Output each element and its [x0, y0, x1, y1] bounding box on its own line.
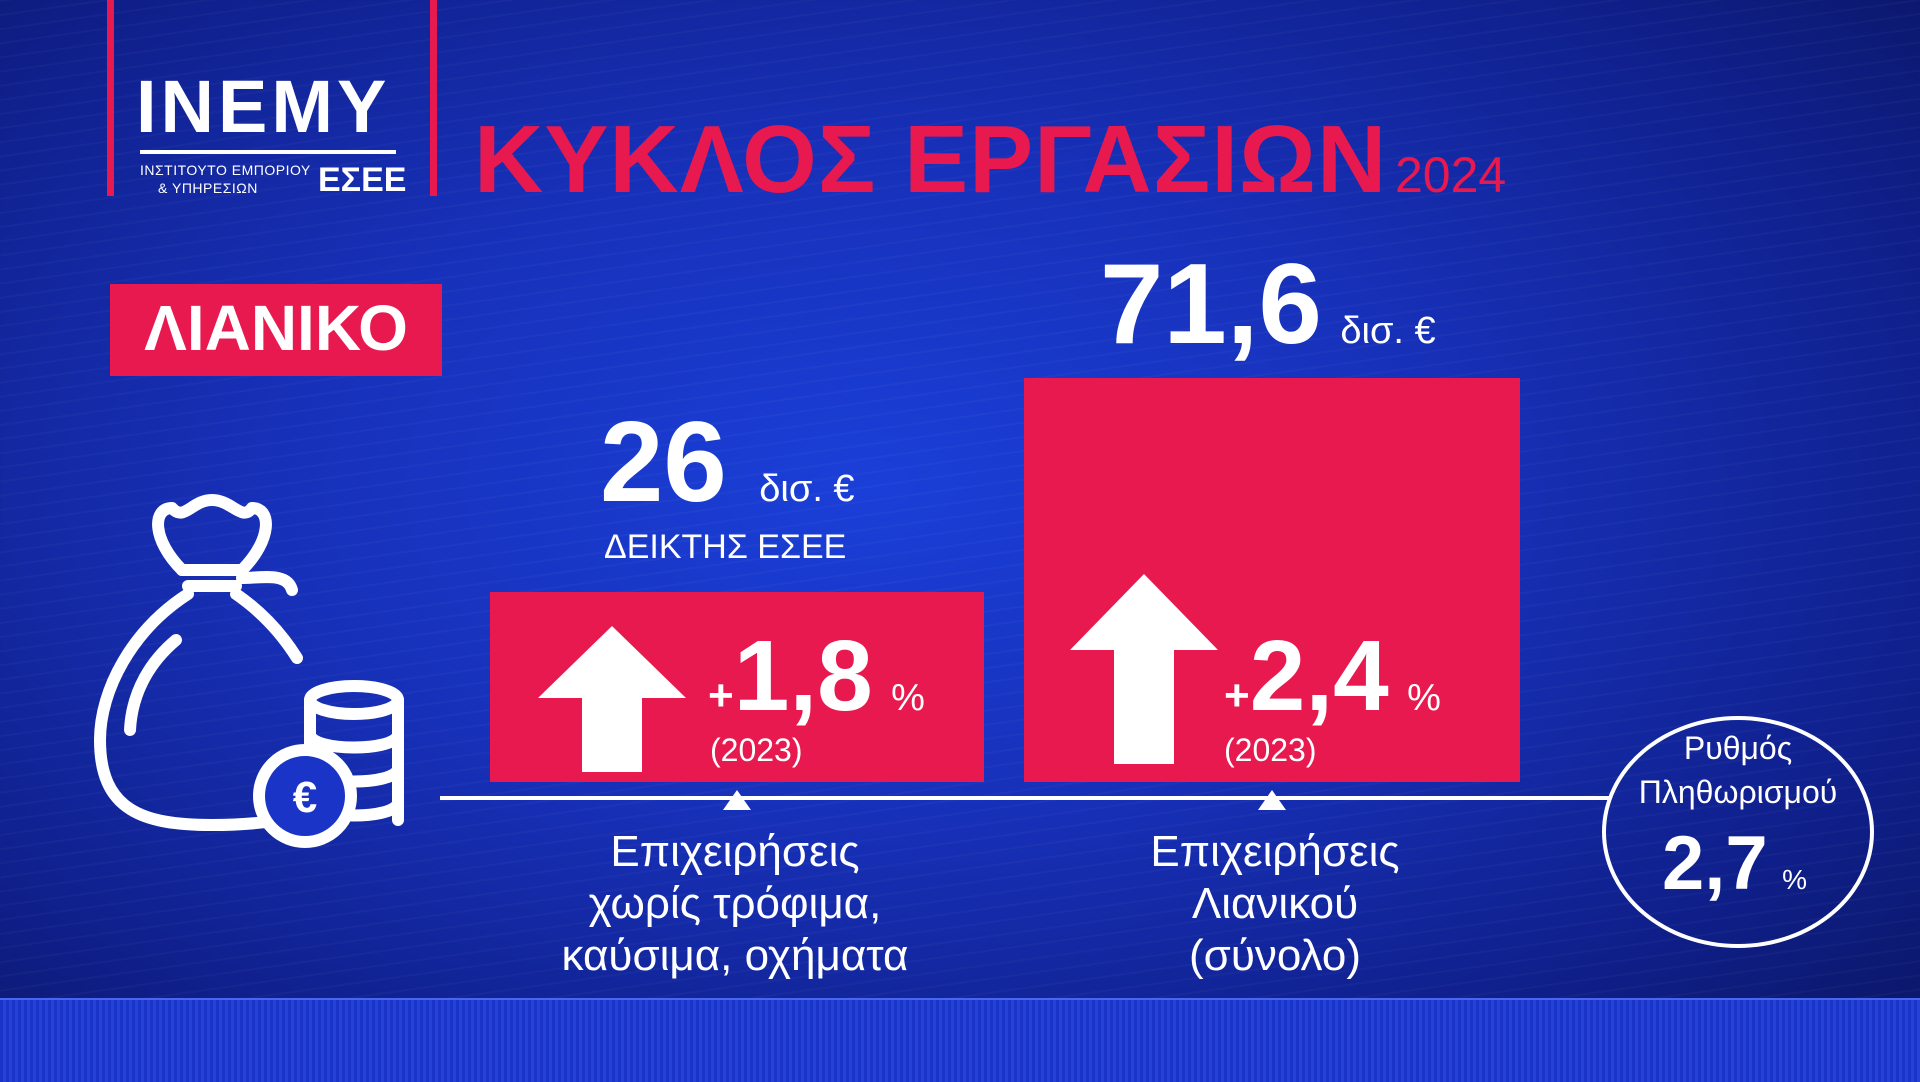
bottom-band	[0, 998, 1920, 1082]
bar-1-category-line2: χωρίς τρόφιμα,	[588, 879, 882, 928]
baseline-marker-1	[723, 790, 751, 810]
bar-2-change-value: 2,4	[1249, 620, 1389, 732]
bar-1-category-line3: καύσιμα, οχήματα	[561, 931, 909, 980]
bar-2-category-line2: Λιανικού	[1191, 879, 1359, 928]
bar-2-category-line3: (σύνολο)	[1189, 931, 1361, 980]
page-title: ΚΥΚΛΟΣ ΕΡΓΑΣΙΩΝ	[474, 106, 1388, 213]
bar-2-change-unit: %	[1407, 677, 1441, 719]
chart-baseline	[440, 790, 1610, 810]
inflation-label-line2: Πληθωρισμού	[1638, 774, 1838, 810]
bar-1-value: 26	[600, 399, 727, 526]
bar-2-change: +2,4 %	[1224, 626, 1441, 726]
inflation-value: 2,7	[1662, 821, 1768, 906]
bar-1-category-line1: Επιχειρήσεις	[610, 827, 860, 876]
bar-1-change-unit: %	[891, 677, 925, 719]
logo-subtitle-line1: ΙΝΣΤΙΤΟΥΤΟ ΕΜΠΟΡΙΟΥ	[140, 162, 311, 178]
bar-2-value-group: 71,6 δισ. €	[1100, 248, 1436, 362]
sector-tag	[110, 284, 442, 376]
bar-2-change-sign: +	[1224, 671, 1250, 720]
bar-2-change-ref: (2023)	[1224, 732, 1317, 768]
bar-1-sub-label: ΔΕΙΚΤΗΣ ΕΣΕΕ	[604, 528, 847, 566]
bar-2-category: Επιχειρήσεις Λιανικού (σύνολο)	[1040, 826, 1510, 982]
svg-text:€: €	[293, 773, 317, 822]
inflation-label-line1: Ρυθμός	[1683, 730, 1793, 766]
bar-2-unit: δισ. €	[1340, 310, 1436, 352]
bar-1-unit: δισ. €	[759, 468, 855, 510]
sector-tag-label: ΛΙΑΝΙΚΟ	[144, 292, 408, 364]
bar-1-change-value: 1,8	[733, 620, 873, 732]
bar-2	[1024, 378, 1520, 782]
money-bag-icon: €	[94, 494, 404, 848]
inflation-badge	[1602, 716, 1874, 948]
bar-1-category: Επιχειρήσεις χωρίς τρόφιμα, καύσιμα, οχή…	[500, 826, 970, 982]
arrow-up-icon	[1070, 574, 1218, 764]
page-year: 2024	[1395, 147, 1507, 203]
bar-1-value-group: 26 δισ. €	[600, 406, 855, 520]
bar-1-change-sign: +	[708, 671, 734, 720]
bar-2-value: 71,6	[1100, 241, 1322, 368]
inflation-unit: %	[1782, 864, 1808, 895]
logo-rule-left	[107, 0, 114, 196]
logo-name: INEMY	[136, 65, 391, 148]
baseline-marker-2	[1258, 790, 1286, 810]
bar-2-category-line1: Επιχειρήσεις	[1150, 827, 1400, 876]
logo-subtitle-line2: & ΥΠΗΡΕΣΙΩΝ	[158, 180, 258, 196]
arrow-up-icon	[538, 626, 686, 772]
bar-1-change-ref: (2023)	[710, 732, 803, 768]
logo-divider	[140, 150, 396, 154]
bar-1-change: +1,8 %	[708, 626, 925, 726]
logo-rule-right	[430, 0, 437, 196]
inflation-value-group: 2,7 %	[1662, 826, 1807, 902]
logo-org: ΕΣΕΕ	[318, 161, 407, 199]
